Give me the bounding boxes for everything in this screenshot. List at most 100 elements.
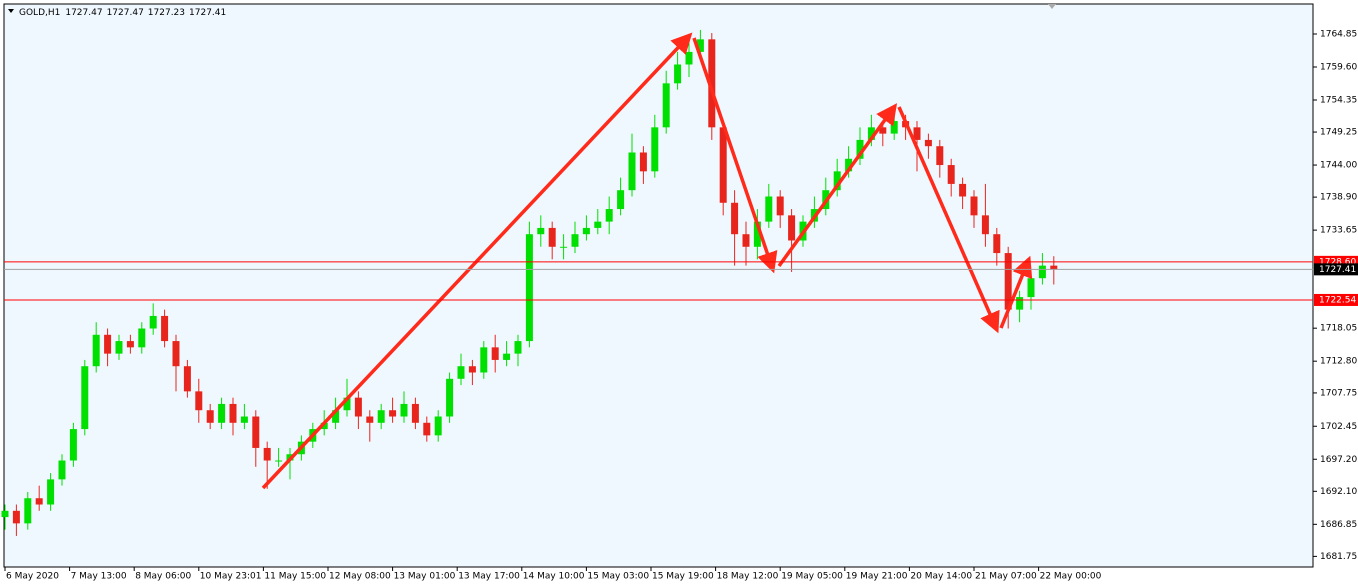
candle-body: [468, 366, 476, 373]
candle-body: [423, 422, 431, 436]
candle-body: [332, 410, 340, 423]
x-tick-label: 21 May 07:00: [975, 572, 1037, 582]
candle-body: [628, 152, 636, 191]
candle-body: [548, 227, 556, 247]
candle-body: [685, 51, 693, 65]
candle-body: [1038, 265, 1046, 279]
header: GOLD,H1 1727.47 1727.47 1727.23 1727.41: [8, 8, 226, 18]
candle-body: [161, 315, 169, 342]
header-close: 1727.41: [189, 8, 226, 18]
candle-body: [480, 347, 488, 373]
candle-body: [731, 202, 739, 235]
candle-body: [195, 391, 203, 411]
candle-body: [24, 498, 32, 524]
candle-body: [765, 196, 773, 222]
candle-body: [183, 366, 191, 392]
candle-body: [947, 165, 955, 184]
candle-body: [12, 510, 20, 524]
candle-body: [503, 353, 511, 360]
y-tick-label: 1759.60: [1320, 62, 1357, 72]
candle-body: [104, 334, 112, 354]
candle-body: [1027, 278, 1035, 298]
candle-body: [1050, 265, 1058, 270]
candle-body: [126, 341, 134, 348]
x-tick-label: 13 May 01:00: [394, 572, 456, 582]
candle-body: [206, 410, 214, 423]
candle-body: [252, 416, 260, 448]
candle-body: [115, 341, 123, 354]
candle-body: [354, 397, 362, 417]
candle-body: [936, 146, 944, 166]
y-tick-label: 1692.10: [1320, 487, 1357, 497]
y-tick-label: 1744.00: [1320, 161, 1357, 171]
level-label: 1728.60: [1319, 257, 1356, 267]
symbol: GOLD,H1: [19, 8, 60, 18]
candle-body: [571, 234, 579, 247]
x-tick-label: 19 May 05:00: [781, 572, 843, 582]
candle-body: [981, 215, 989, 235]
y-tick-label: 1733.65: [1320, 226, 1357, 236]
plot-area: [3, 3, 1314, 568]
candle-body: [867, 127, 875, 140]
candle-body: [229, 403, 237, 423]
candle-body: [47, 479, 55, 505]
candle-body: [377, 410, 385, 423]
candle-body: [674, 64, 682, 84]
x-tick-label: 12 May 08:00: [329, 572, 391, 582]
x-tick-label: 19 May 21:00: [846, 572, 908, 582]
candle-body: [605, 209, 613, 222]
arrow: [692, 37, 778, 274]
arrow: [897, 106, 1000, 334]
arrow: [777, 103, 898, 268]
header-open: 1727.47: [65, 8, 102, 18]
candle-body: [913, 127, 921, 140]
candle-body: [343, 397, 351, 411]
candle-body: [788, 215, 796, 241]
candle-body: [719, 127, 727, 203]
candle-body: [708, 39, 716, 128]
candle-body: [446, 378, 454, 417]
candle-body: [434, 416, 442, 436]
candle-body: [560, 246, 568, 248]
candle-body: [537, 227, 545, 235]
y-tick-label: 1754.35: [1320, 95, 1357, 105]
y-tick-label: 1764.85: [1320, 29, 1357, 39]
y-tick-label: 1686.85: [1320, 520, 1357, 530]
y-tick-label: 1718.05: [1320, 324, 1357, 334]
candle-body: [275, 460, 283, 462]
candle-body: [776, 196, 784, 216]
candle-body: [263, 447, 271, 461]
candle-body: [742, 234, 750, 247]
candle-body: [594, 221, 602, 228]
y-tick-label: 1749.25: [1320, 128, 1357, 138]
y-tick-label: 1697.20: [1320, 455, 1357, 465]
candle-body: [879, 127, 887, 134]
candle-body: [35, 498, 43, 505]
arrow: [999, 255, 1033, 329]
candle-body: [491, 347, 499, 360]
candle-body: [617, 190, 625, 210]
candle-body: [320, 422, 328, 430]
candle-body: [240, 416, 248, 423]
candle-body: [58, 460, 66, 480]
candle-body: [149, 315, 157, 329]
x-tick-label: 13 May 17:00: [458, 572, 520, 582]
header-text: GOLD,H1 1727.47 1727.47 1727.23 1727.41: [19, 8, 226, 18]
candle-body: [582, 227, 590, 235]
levels: 1728.60 1722.54 1727.41: [4, 255, 1358, 306]
candle-body: [525, 234, 533, 342]
candle-body: [890, 121, 898, 134]
shift-marker: [1048, 4, 1056, 9]
level-label: 1727.41: [1319, 265, 1356, 275]
x-tick-label: 11 May 15:00: [264, 572, 326, 582]
candle-body: [993, 234, 1001, 254]
header-low: 1727.23: [148, 8, 185, 18]
candle-body: [138, 328, 146, 348]
level-label-box: [1314, 263, 1358, 276]
candle-body: [411, 403, 419, 423]
candle-body: [514, 341, 522, 354]
menu-icon: [8, 9, 14, 13]
level-label: 1722.54: [1319, 295, 1356, 305]
